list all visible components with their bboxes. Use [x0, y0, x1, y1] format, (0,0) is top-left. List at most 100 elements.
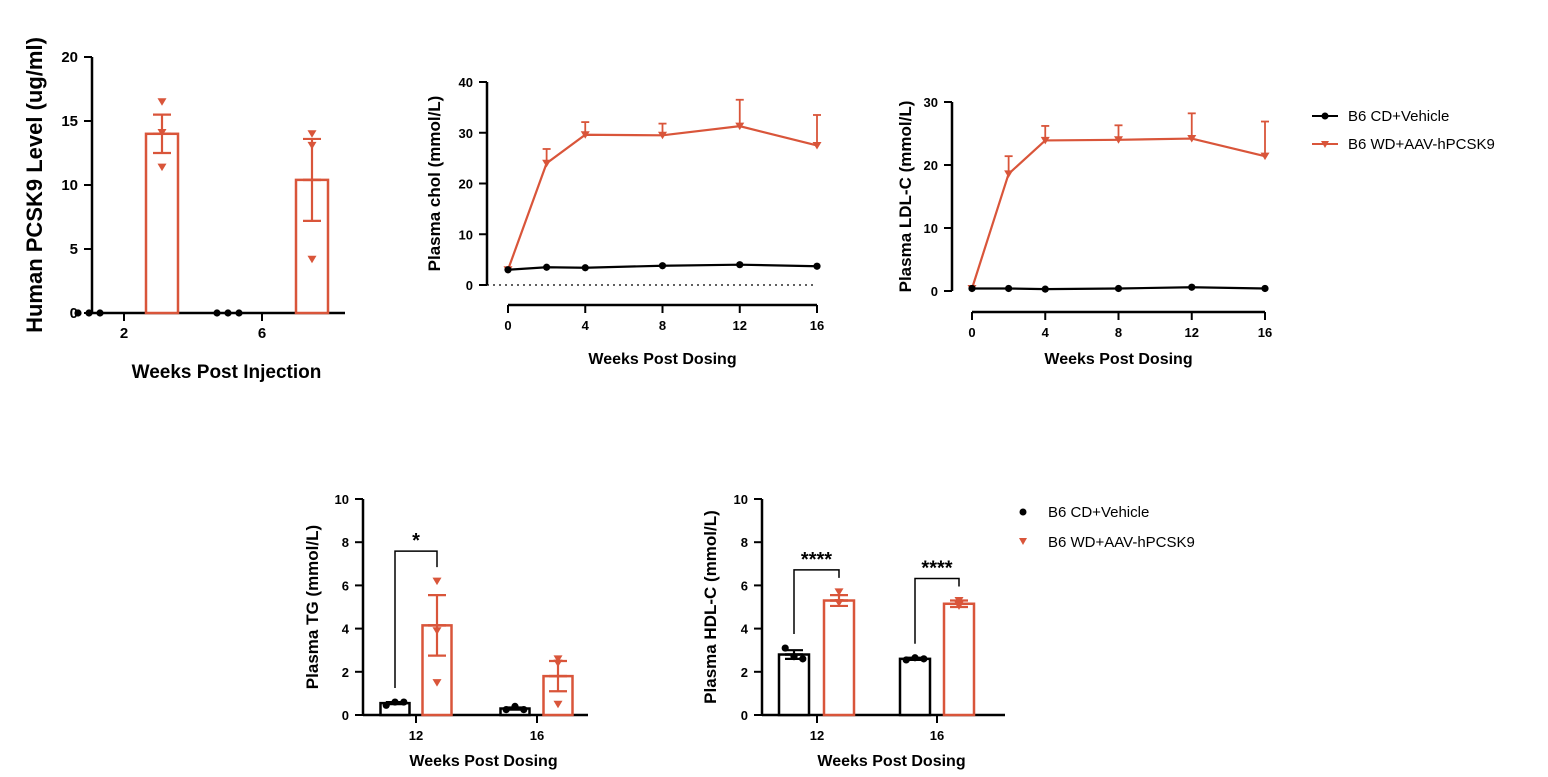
y-axis-title: Human PCSK9 Level (ug/ml) [22, 37, 47, 333]
significance-bracket [914, 577, 960, 644]
series-line-control [507, 263, 818, 271]
data-point-control [224, 309, 232, 317]
significance-label: **** [921, 558, 952, 580]
y-axis-title: Plasma HDL-C (mmol/L) [701, 510, 720, 704]
data-point-treated [157, 98, 167, 106]
data-point-treated [735, 122, 745, 131]
data-point-control [235, 309, 243, 317]
legend-treated-marker [1019, 538, 1027, 545]
data-point-control [96, 309, 104, 317]
data-point-control [85, 309, 93, 317]
data-point-control [658, 262, 667, 270]
data-point-control [1261, 284, 1269, 293]
y-tick-label: 0 [342, 708, 349, 723]
x-tick-label: 2 [120, 325, 128, 342]
significance-bracket [394, 550, 438, 689]
data-point-control [911, 654, 919, 662]
data-point-control [543, 263, 551, 271]
y-axis-title: Plasma LDL-C (mmol/L) [896, 101, 915, 293]
legend-treated-label: B6 WD+AAV-hPCSK9 [1348, 136, 1495, 153]
y-tick-label: 30 [459, 126, 473, 141]
y-tick-label: 4 [342, 622, 350, 637]
significance-label: * [412, 530, 420, 552]
data-point-control [813, 262, 821, 270]
data-point-control [74, 309, 82, 317]
x-tick-label: 16 [1258, 325, 1272, 340]
ldl-chart: 0 10 20 30 Plasma LDL-C (mmol/L) 0 4 8 12 16 Weeks… [896, 95, 1272, 368]
legend-treated-label: B6 WD+AAV-hPCSK9 [1048, 534, 1195, 551]
y-tick-label: 0 [741, 708, 748, 723]
bar-treated [942, 602, 976, 717]
data-point-treated [1004, 170, 1014, 178]
x-tick-label: 12 [810, 728, 824, 743]
data-point-treated [954, 597, 964, 605]
data-point-control [511, 702, 519, 710]
x-axis-title: Weeks Post Dosing [1044, 351, 1192, 368]
significance-bracket [793, 569, 840, 635]
legend-line: B6 CD+Vehicle B6 WD+AAV-hPCSK9 [1312, 108, 1495, 153]
y-tick-label: 2 [741, 665, 748, 680]
y-tick-label: 30 [924, 95, 938, 110]
x-tick-label: 8 [1115, 325, 1122, 340]
y-tick-label: 5 [70, 241, 78, 258]
x-axis-title: Weeks Post Dosing [409, 753, 557, 770]
x-axis-title: Weeks Post Dosing [817, 753, 965, 770]
x-tick-label: 12 [733, 318, 747, 333]
data-point-treated [542, 159, 552, 168]
data-point-treated [1260, 152, 1270, 161]
y-tick-label: 0 [931, 284, 938, 299]
data-point-treated [157, 129, 167, 137]
chol-chart: 0 10 20 30 40 Plasma chol (mmol/L) 0 4 8 12 16 Week… [425, 75, 824, 368]
x-axis-title: Weeks Post Dosing [588, 351, 736, 368]
data-point-treated [432, 627, 442, 635]
y-tick-label: 15 [61, 113, 78, 130]
data-point-control [1114, 284, 1123, 293]
y-tick-label: 10 [459, 227, 473, 242]
x-tick-label: 4 [582, 318, 590, 333]
data-point-treated [307, 141, 317, 150]
data-point-control [736, 261, 744, 269]
series-line-control [972, 286, 1266, 291]
data-point-control [382, 701, 390, 709]
data-point-control [799, 655, 807, 663]
data-point-control [1041, 285, 1049, 293]
data-point-control [968, 284, 976, 293]
data-point-treated [834, 599, 844, 607]
legend-treated-marker [1321, 141, 1329, 148]
y-tick-label: 0 [70, 305, 78, 322]
x-tick-label: 12 [1185, 325, 1199, 340]
series-line-treated [970, 137, 1266, 289]
x-tick-label: 0 [968, 325, 975, 340]
x-tick-label: 16 [930, 728, 944, 743]
data-point-treated [157, 163, 167, 172]
data-point-treated [553, 700, 563, 709]
significance-label: **** [801, 549, 832, 571]
pcsk9-chart: 0 5 10 15 20 Human PCSK9 Level (ug/ml) 2 6 Weeks… [22, 37, 345, 383]
data-point-control [520, 706, 528, 714]
data-point-control [400, 698, 408, 706]
data-point-treated [954, 602, 964, 610]
y-tick-label: 20 [61, 49, 78, 66]
x-tick-label: 16 [810, 318, 824, 333]
data-point-control [391, 698, 399, 706]
data-point-treated [812, 141, 822, 150]
tg-chart: 0 2 4 6 8 10 Plasma TG (mmol/L) 12 16 * Weeks Post… [303, 492, 588, 770]
x-axis-title: Weeks Post Injection [132, 362, 322, 383]
y-tick-label: 4 [741, 622, 749, 637]
y-tick-label: 40 [459, 75, 473, 90]
y-axis-title: Plasma chol (mmol/L) [425, 96, 444, 272]
y-axis-title: Plasma TG (mmol/L) [303, 525, 322, 689]
bar-control [898, 657, 932, 717]
data-point-control [502, 706, 510, 714]
data-point-treated [1040, 136, 1050, 145]
y-tick-label: 8 [741, 535, 748, 550]
hdl-chart: 0 2 4 6 8 10 Plasma HDL-C (mmol/L) 12 16 **** ****… [701, 492, 1005, 770]
data-point-control [920, 655, 928, 663]
series-line-treated [506, 125, 818, 271]
data-point-treated [658, 131, 667, 140]
data-point-control [1005, 284, 1013, 293]
y-tick-label: 10 [924, 221, 938, 236]
legend-control-label: B6 CD+Vehicle [1348, 108, 1449, 125]
y-tick-label: 10 [335, 492, 349, 507]
